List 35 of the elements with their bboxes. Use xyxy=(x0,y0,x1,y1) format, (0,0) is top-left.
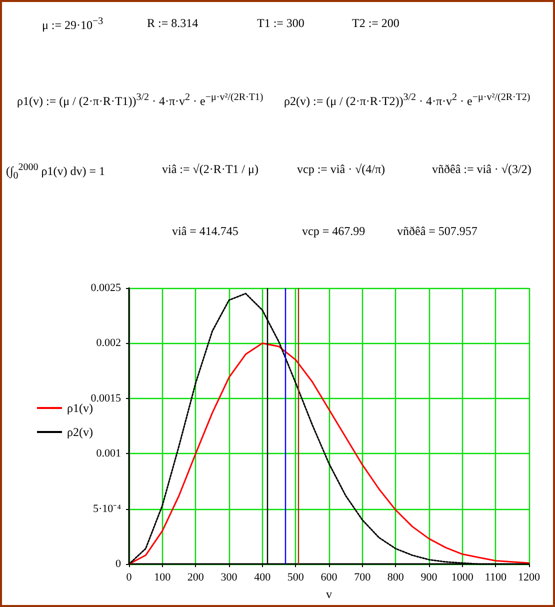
x-tick-label: 400 xyxy=(254,572,272,584)
text: viâ = 414.745 xyxy=(172,224,238,239)
y-tick-label: 0.0015 xyxy=(90,392,122,404)
x-tick-label: 1100 xyxy=(484,572,507,584)
x-tick-label: 500 xyxy=(287,572,304,584)
text: ρ2(v) := (μ / (2·π·R·T2))$^{3/2}$ · 4·π·v$^{2}$ · e$^{−μ·v²/(2R·T2)}$ xyxy=(284,92,530,109)
y-tick-label: 5·10⁻⁴ xyxy=(93,502,122,515)
y-tick-label: 0.002 xyxy=(96,337,121,350)
x-tick-label: 300 xyxy=(220,572,238,584)
text: vñðêâ := viâ · √(3/2) xyxy=(432,162,532,177)
text: ρ1(v) := (μ / (2·π·R·T1))$^{3/2}$ · 4·π·v$^{2}$ · e$^{−μ·v²/(2R·T1)}$ xyxy=(17,92,264,109)
text: R := 8.314 xyxy=(147,16,198,31)
text: vcp := viâ · √(4/π) xyxy=(297,162,386,177)
x-tick-label: 1200 xyxy=(518,572,540,584)
x-axis-title: v xyxy=(326,587,332,601)
text: viâ := √(2·R·T1 / μ) xyxy=(162,162,258,177)
text: vcp = 467.99 xyxy=(302,224,366,239)
x-tick-label: 900 xyxy=(420,572,438,584)
y-tick-label: 0.001 xyxy=(96,448,121,460)
x-tick-label: 600 xyxy=(320,572,338,584)
legend-label: ρ1(v) xyxy=(67,401,93,415)
legend-label: ρ2(v) xyxy=(67,425,93,439)
x-tick-label: 1000 xyxy=(451,572,474,584)
text: T2 := 200 xyxy=(352,16,400,31)
text: (∫$_{0}$$^{2000}$ ρ1(v) dv) = 1 xyxy=(6,162,106,182)
x-tick-label: 800 xyxy=(387,572,404,584)
text: μ := 29·10$^{−3}$ xyxy=(42,16,104,33)
x-tick-label: 100 xyxy=(154,572,172,584)
x-tick-label: 0 xyxy=(126,572,132,584)
text: T1 := 300 xyxy=(257,16,304,31)
text: vñðêâ = 507.957 xyxy=(397,224,478,239)
y-tick-label: 0 xyxy=(116,558,122,570)
x-tick-label: 200 xyxy=(187,572,204,584)
y-tick-label: 0.0025 xyxy=(90,282,122,294)
x-tick-label: 700 xyxy=(354,572,372,584)
